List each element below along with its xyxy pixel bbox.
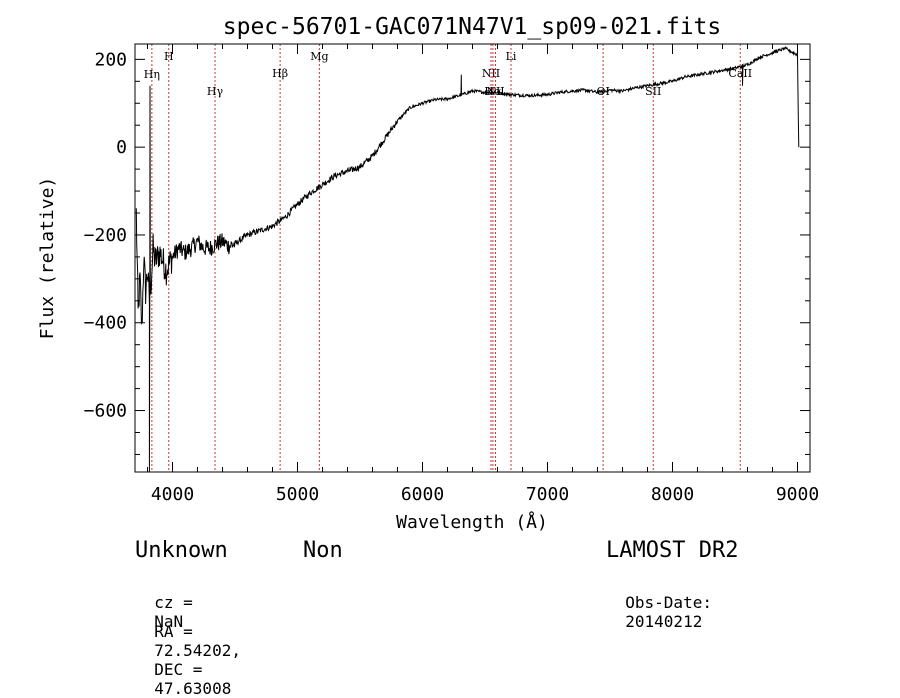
axis-ticks xyxy=(135,44,810,472)
ra-label: RA = xyxy=(154,622,193,641)
line-label: Mg xyxy=(310,50,328,63)
x-tick-label: 4000 xyxy=(151,484,194,505)
cz-label: cz = xyxy=(154,593,193,612)
object-subclass: Non xyxy=(303,538,343,563)
flux-series xyxy=(135,46,800,473)
x-tick-label: 5000 xyxy=(276,484,319,505)
y-tick-label: −200 xyxy=(84,225,127,246)
x-tick-label: 9000 xyxy=(776,484,819,505)
line-label: Hγ xyxy=(207,85,224,98)
obs-date-label: Obs-Date: xyxy=(625,593,712,612)
survey-name: LAMOST DR2 xyxy=(606,538,739,563)
obs-date-value: 20140212 xyxy=(625,612,703,631)
ra-value: 72.54202, xyxy=(154,641,241,660)
axis-tick-labels: 4000 5000 6000 7000 8000 9000 −600 −400 −200 0 200 xyxy=(84,49,820,505)
dec-value: 47.63008 xyxy=(154,679,232,698)
y-tick-label: −400 xyxy=(84,313,127,334)
chart-title: spec-56701-GAC071N47V1_sp09-021.fits xyxy=(223,14,722,40)
y-tick-label: 200 xyxy=(94,49,127,70)
cz-value: NaN xyxy=(154,612,184,631)
line-label: H xyxy=(164,50,174,63)
y-axis-label: Flux (relative) xyxy=(37,177,58,340)
line-label: SII xyxy=(645,85,661,98)
obs-date-row: Obs-Date: 20140212 xyxy=(606,574,712,631)
line-label: CaII xyxy=(728,67,752,80)
flux-line xyxy=(135,46,800,473)
x-tick-label: 6000 xyxy=(401,484,444,505)
x-axis-label: Wavelength (Å) xyxy=(396,511,548,533)
line-label: NII xyxy=(486,85,504,98)
line-label: NII xyxy=(482,67,500,80)
line-label: Hβ xyxy=(272,67,288,80)
spectrum-chart: spec-56701-GAC071N47V1_sp09-021.fits Hη H… xyxy=(37,14,820,533)
line-label: Hη xyxy=(144,68,160,81)
line-label: Li xyxy=(506,50,517,63)
y-tick-label: −600 xyxy=(84,401,127,422)
line-label: Hα xyxy=(484,85,502,98)
x-tick-label: 7000 xyxy=(526,484,569,505)
x-tick-label: 8000 xyxy=(651,484,694,505)
object-class: Unknown xyxy=(135,538,228,563)
plot-frame xyxy=(134,43,811,473)
coordinates-row: RA = 72.54202, DEC = 47.63008 xyxy=(135,603,241,698)
cz-row: cz = NaN xyxy=(135,574,193,631)
dec-label: DEC = xyxy=(154,660,203,679)
y-tick-label: 0 xyxy=(116,137,127,158)
